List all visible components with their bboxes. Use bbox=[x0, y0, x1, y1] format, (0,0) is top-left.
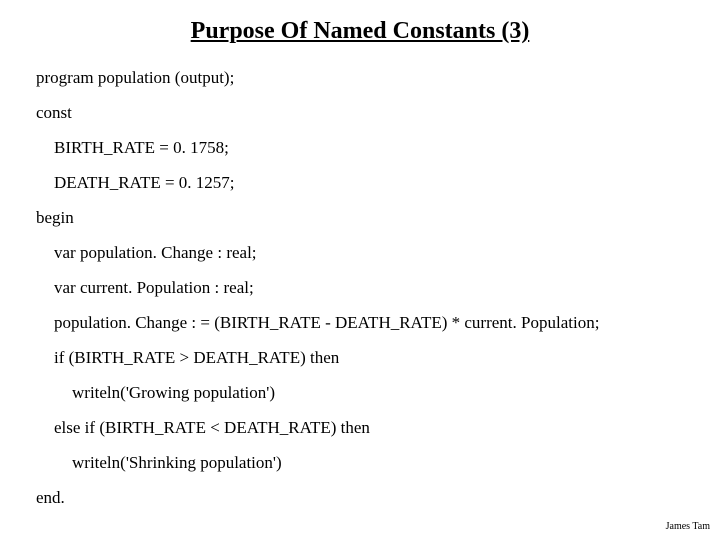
footer-author: James Tam bbox=[666, 521, 710, 532]
code-line: if (BIRTH_RATE > DEATH_RATE) then bbox=[36, 349, 684, 366]
code-line: population. Change : = (BIRTH_RATE - DEA… bbox=[36, 314, 684, 331]
code-line: begin bbox=[36, 209, 684, 226]
code-line: end. bbox=[36, 489, 684, 506]
code-line: var current. Population : real; bbox=[36, 279, 684, 296]
code-line: const bbox=[36, 104, 684, 121]
code-line: else if (BIRTH_RATE < DEATH_RATE) then bbox=[36, 419, 684, 436]
code-line: writeln('Shrinking population') bbox=[36, 454, 684, 471]
code-line: var population. Change : real; bbox=[36, 244, 684, 261]
code-line: writeln('Growing population') bbox=[36, 384, 684, 401]
code-line: program population (output); bbox=[36, 69, 684, 86]
code-line: BIRTH_RATE = 0. 1758; bbox=[36, 139, 684, 156]
code-line: DEATH_RATE = 0. 1257; bbox=[36, 174, 684, 191]
slide-title: Purpose Of Named Constants (3) bbox=[36, 18, 684, 45]
